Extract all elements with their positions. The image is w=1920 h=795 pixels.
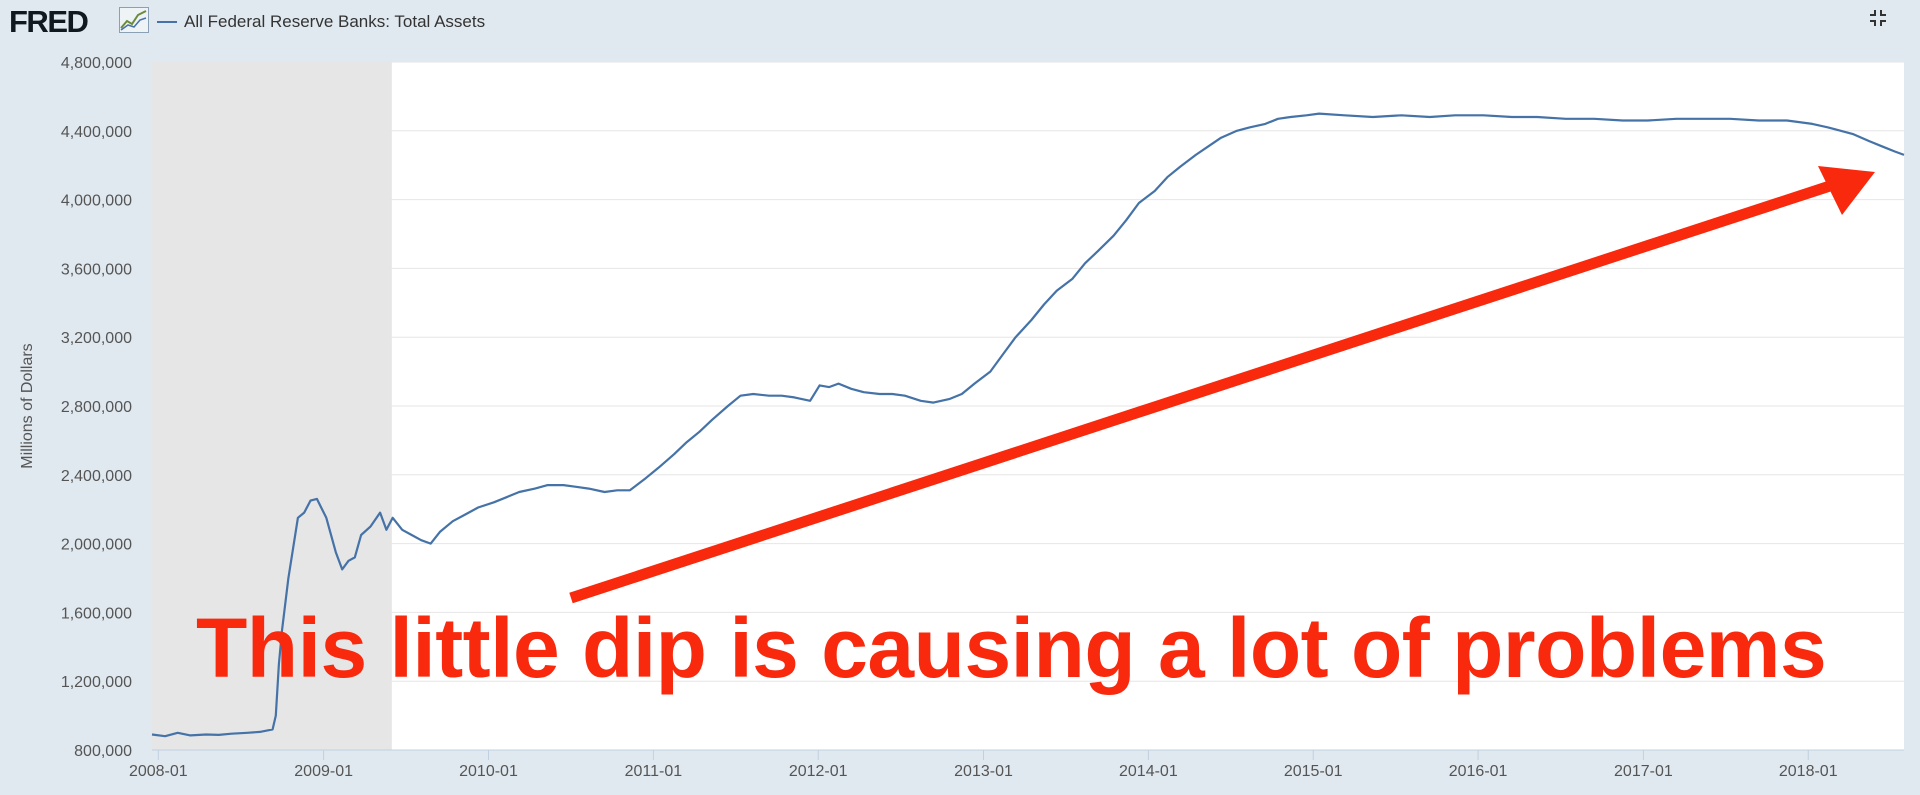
y-tick-label: 2,000,000 xyxy=(61,537,132,554)
x-tick-label: 2008-01 xyxy=(129,763,188,780)
fred-logo[interactable]: FRED xyxy=(9,4,89,39)
x-tick-label: 2016-01 xyxy=(1449,763,1508,780)
series-line-total-assets xyxy=(151,112,1905,738)
x-tick-label: 2018-01 xyxy=(1779,763,1838,780)
y-tick-label: 1,600,000 xyxy=(61,605,132,622)
y-tick-label: 3,600,000 xyxy=(61,261,132,278)
x-tick-label: 2012-01 xyxy=(789,763,848,780)
y-tick-label: 800,000 xyxy=(74,743,132,760)
x-axis-tick-labels: 2008-01 2009-01 2010-01 2011-01 2012-01 2013-… xyxy=(129,750,1838,780)
y-gridlines xyxy=(152,61,1904,682)
legend-series-label[interactable]: All Federal Reserve Banks: Total Assets xyxy=(184,12,486,31)
y-axis-label: Millions of Dollars xyxy=(19,343,36,468)
x-tick-label: 2017-01 xyxy=(1614,763,1673,780)
y-tick-label: 1,200,000 xyxy=(61,674,132,691)
x-tick-label: 2011-01 xyxy=(625,763,683,780)
legend-series-swatch xyxy=(157,21,177,23)
fred-logo-graph-icon xyxy=(119,7,149,33)
annotation-caption: This little dip is causing a lot of prob… xyxy=(196,601,1827,695)
y-tick-label: 4,800,000 xyxy=(61,55,132,72)
x-tick-label: 2013-01 xyxy=(954,763,1013,780)
x-tick-label: 2015-01 xyxy=(1284,763,1343,780)
y-tick-label: 2,400,000 xyxy=(61,468,132,485)
x-tick-label: 2014-01 xyxy=(1119,763,1178,780)
annotation-arrow xyxy=(569,166,1875,604)
x-tick-label: 2010-01 xyxy=(459,763,518,780)
y-tick-label: 3,200,000 xyxy=(61,330,132,347)
y-tick-label: 4,400,000 xyxy=(61,124,132,141)
collapse-fullscreen-icon[interactable] xyxy=(1869,9,1887,27)
x-tick-label: 2009-01 xyxy=(294,763,353,780)
y-axis-tick-labels: 800,000 1,200,000 1,600,000 2,000,000 2,400,… xyxy=(61,55,132,760)
chart-header: FRED All Federal Reserve Banks: Total As… xyxy=(0,0,1920,44)
y-tick-label: 4,000,000 xyxy=(61,193,132,210)
y-tick-label: 2,800,000 xyxy=(61,399,132,416)
